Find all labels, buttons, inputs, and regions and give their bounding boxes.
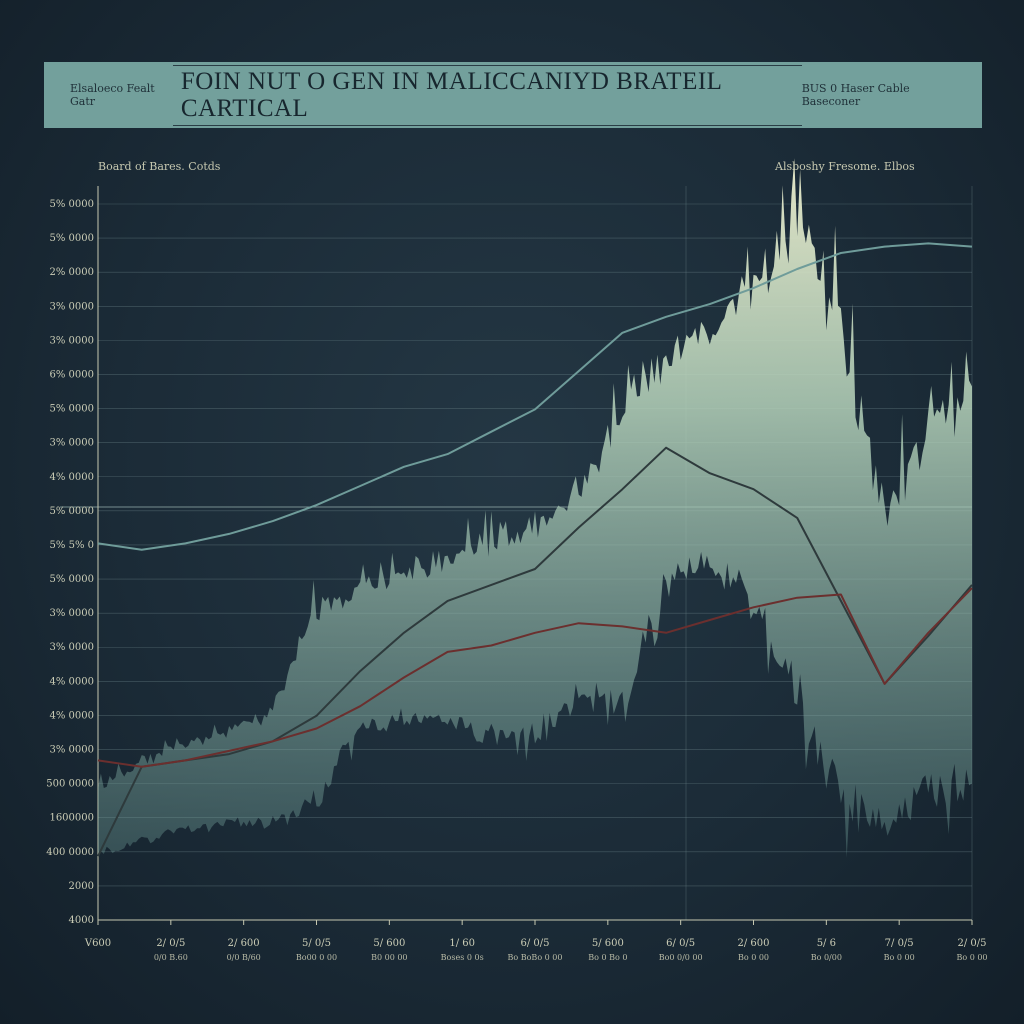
series-lines xyxy=(97,242,973,857)
y-tick-label: 2% 0000 xyxy=(50,267,95,278)
y-tick-label: 5% 0000 xyxy=(50,199,95,210)
chart-title: FOIN NUT O GEN IN MALICCANIYD BRATEIL CA… xyxy=(172,64,802,126)
y-tick-label: 3% 0000 xyxy=(50,608,95,619)
title-right-text: BUS 0 Haser Cable Baseconer xyxy=(801,82,910,108)
title-bar: Elsaloeco Fealt Gatr FOIN NUT O GEN IN M… xyxy=(44,62,982,128)
y-tick-label: 4% 0000 xyxy=(50,676,95,687)
y-tick-label: 4% 0000 xyxy=(50,710,95,721)
legend-right: Alsboshy Fresome. Elbos xyxy=(775,160,915,173)
x-tick-label: 1/ 60 xyxy=(449,938,475,949)
dark-trend-line xyxy=(97,446,973,857)
x-tick-label: 2/ 0/5 xyxy=(957,938,986,949)
x-tick-labels: V600 2/ 0/5 0/0 B.60 2/ 600 0/0 B/60 5/ 0/5 Bo… xyxy=(84,938,988,962)
y-tick-label: 3% 0000 xyxy=(50,745,95,756)
x-tick-label: 5/ 600 xyxy=(592,938,624,949)
y-tick-label: 6% 0000 xyxy=(50,369,95,380)
x-tick-sublabel: Bo 0 00 xyxy=(738,953,769,962)
y-tick-label: 5% 0000 xyxy=(50,574,95,585)
spectrum-area xyxy=(98,158,972,858)
y-tick-label: 2000 xyxy=(69,881,94,892)
x-tick-sublabel: Bo0 0/0 00 xyxy=(659,953,703,962)
x-tick-label: V600 xyxy=(84,938,111,949)
x-tick-label: 6/ 0/5 xyxy=(666,938,695,949)
y-tick-label: 5% 0000 xyxy=(50,506,95,517)
spectrum-band xyxy=(98,158,972,858)
x-tick-sublabel: Boses 0 0s xyxy=(441,953,484,962)
y-tick-label: 4% 0000 xyxy=(50,472,95,483)
x-tick-label: 2/ 600 xyxy=(228,938,260,949)
x-tick-sublabel: Bo 0/00 xyxy=(811,953,842,962)
y-tick-label: 3% 0000 xyxy=(50,335,95,346)
y-tick-label: 3% 0000 xyxy=(50,301,95,312)
y-tick-labels: 5% 0000 5% 0000 2% 0000 3% 0000 3% 0000 6% 00… xyxy=(46,199,94,926)
x-tick-label: 2/ 600 xyxy=(738,938,770,949)
x-tick-label: 5/ 6 xyxy=(817,938,836,949)
x-tick-label: 5/ 600 xyxy=(373,938,405,949)
x-tick-sublabel: 0/0 B/60 xyxy=(227,953,261,962)
x-tick-sublabel: Bo 0 Bo 0 xyxy=(588,953,627,962)
x-tick-label: 5/ 0/5 xyxy=(302,938,331,949)
x-tick-label: 6/ 0/5 xyxy=(520,938,549,949)
y-tick-label: 3% 0000 xyxy=(50,642,95,653)
x-tick-sublabel: Bo 0 00 xyxy=(956,953,987,962)
y-tick-label: 5% 5% 0 xyxy=(50,540,94,551)
y-tick-label: 500 0000 xyxy=(46,779,94,790)
legend-left: Board of Bares. Cotds xyxy=(98,160,221,173)
y-tick-label: 5% 0000 xyxy=(50,404,95,415)
red-trend-line xyxy=(97,587,973,768)
y-tick-label: 400 0000 xyxy=(46,847,94,858)
y-tick-label: 1600000 xyxy=(49,813,94,824)
x-tick-sublabel: Bo BoBo 0 00 xyxy=(508,953,563,962)
teal-trend-line xyxy=(97,242,973,551)
x-tick-label: 2/ 0/5 xyxy=(156,938,185,949)
x-tick-sublabel: 0/0 B.60 xyxy=(154,953,188,962)
x-tick-sublabel: Bo 0 00 xyxy=(884,953,915,962)
title-left-text: Elsaloeco Fealt Gatr xyxy=(70,82,155,108)
x-tick-sublabel: B0 00 00 xyxy=(371,953,407,962)
x-tick-label: 7/ 0/5 xyxy=(885,938,914,949)
y-tick-label: 5% 0000 xyxy=(50,233,95,244)
x-tick-sublabel: Bo00 0 00 xyxy=(296,953,337,962)
y-tick-label: 3% 0000 xyxy=(50,438,95,449)
y-tick-label: 4000 xyxy=(69,915,94,926)
